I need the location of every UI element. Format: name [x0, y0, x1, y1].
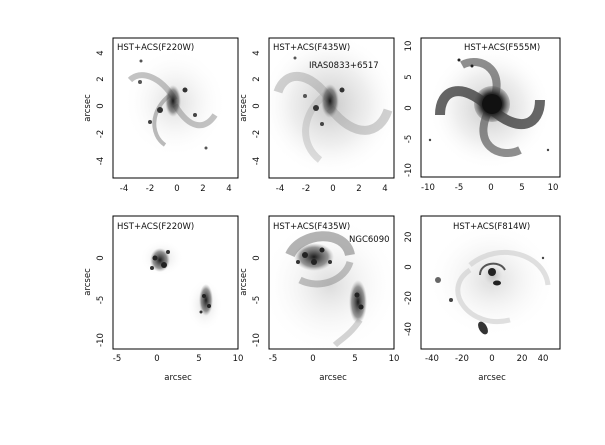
- y-tick-label: -5: [404, 135, 414, 143]
- x-tick-label: 0: [154, 354, 159, 364]
- y-tick-label: -4: [96, 157, 106, 165]
- y-tick-label: 10: [404, 41, 414, 52]
- panel-bottom-left: HST+ACS(F220W) -5 0 5 10 0 -5 -10 arcsec…: [83, 215, 244, 383]
- y-tick-label: 2: [96, 76, 106, 81]
- y-tick-label: -20: [404, 291, 414, 305]
- x-tick-label: -40: [425, 354, 439, 364]
- panel-top-middle: HST+ACS(F435W) IRAS0833+6517 -4 -2 0 2 4…: [239, 37, 395, 194]
- y-tick-label: -40: [404, 322, 414, 336]
- x-tick-labels: -5 0 5 10: [113, 354, 244, 364]
- filter-label: HST+ACS(F435W): [273, 222, 350, 232]
- x-tick-label: 2: [356, 184, 361, 194]
- x-tick-label: -5: [269, 354, 277, 364]
- y-tick-label: -10: [252, 333, 262, 347]
- galaxy-image-f220w-ngc6090: [140, 240, 223, 331]
- filter-label: HST+ACS(F220W): [117, 222, 194, 232]
- panel-frame: [268, 37, 395, 179]
- x-tick-label: 10: [548, 183, 559, 193]
- panel-bottom-middle: HST+ACS(F435W) NGC6090 -5 0 5 10 0 -5 -1…: [239, 215, 400, 383]
- y-axis-label: arcsec: [239, 94, 249, 122]
- y-tick-label: 5: [404, 74, 414, 79]
- galaxy-image-f814w-ngc6090: [427, 222, 557, 338]
- x-tick-label: 5: [519, 183, 524, 193]
- y-tick-label: -5: [252, 296, 262, 304]
- panel-frame: [268, 215, 395, 350]
- y-tick-labels: 4 2 0 -2 -4: [96, 50, 106, 165]
- x-axis-label: arcsec: [478, 373, 506, 383]
- y-tick-label: 0: [96, 255, 106, 260]
- panel-frame: [420, 215, 561, 350]
- y-axis-label: arcsec: [239, 268, 249, 296]
- y-tick-label: 0: [252, 255, 262, 260]
- y-tick-labels: 0 -5 -10: [252, 255, 262, 347]
- x-tick-label: -2: [302, 184, 310, 194]
- panel-top-left: HST+ACS(F220W) -4 -2 0 2 4 4 2 0 -2 -4 a…: [83, 37, 239, 194]
- y-tick-labels: 20 0 -20 -40: [404, 232, 414, 336]
- x-tick-labels: -40 -20 0 20 40: [425, 354, 548, 364]
- y-tick-label: -10: [96, 333, 106, 347]
- filter-label: HST+ACS(F814W): [453, 222, 530, 232]
- x-tick-label: -5: [455, 183, 463, 193]
- y-tick-label: -10: [404, 163, 414, 177]
- y-tick-label: 20: [404, 232, 414, 243]
- x-tick-labels: -4 -2 0 2 4: [276, 184, 388, 194]
- x-tick-label: -5: [113, 354, 121, 364]
- x-tick-label: 10: [233, 354, 244, 364]
- x-tick-label: 0: [330, 184, 335, 194]
- galaxy-image-f555m-iras: [428, 46, 552, 170]
- x-tick-labels: -4 -2 0 2 4: [120, 184, 232, 194]
- filter-label: HST+ACS(F555M): [464, 43, 540, 53]
- x-tick-labels: -5 0 5 10: [269, 354, 400, 364]
- filter-label: HST+ACS(F220W): [117, 43, 194, 53]
- y-tick-label: 4: [96, 50, 106, 55]
- y-tick-labels: 4 2 0 -2 -4: [252, 50, 262, 165]
- galaxy-image-f435w-iras: [269, 38, 394, 177]
- y-tick-label: 0: [96, 103, 106, 108]
- galaxy-image-f435w-ngc6090: [269, 216, 394, 349]
- panel-top-right: HST+ACS(F555M) -10 -5 0 5 10 10 5 0 -5 -…: [404, 37, 561, 193]
- y-tick-labels: 0 -5 -10: [96, 255, 106, 347]
- x-tick-label: 2: [200, 184, 205, 194]
- x-tick-label: 5: [352, 354, 357, 364]
- y-tick-label: 0: [404, 264, 414, 269]
- x-axis-label: arcsec: [319, 373, 347, 383]
- x-tick-label: 0: [310, 354, 315, 364]
- x-tick-label: 20: [517, 354, 528, 364]
- x-axis-label: arcsec: [164, 373, 192, 383]
- x-tick-labels: -10 -5 0 5 10: [421, 183, 558, 193]
- filter-label: HST+ACS(F435W): [273, 43, 350, 53]
- y-tick-labels: 10 5 0 -5 -10: [404, 41, 414, 177]
- x-tick-label: -2: [146, 184, 154, 194]
- panel-frame: [112, 215, 239, 350]
- galaxy-image-f220w-iras: [123, 48, 227, 158]
- panel-frame: [420, 37, 561, 178]
- y-tick-label: -4: [252, 157, 262, 165]
- y-tick-label: 0: [252, 103, 262, 108]
- y-tick-label: 0: [404, 105, 414, 110]
- x-tick-label: 40: [538, 354, 549, 364]
- x-tick-label: 0: [488, 183, 493, 193]
- y-tick-label: -2: [96, 130, 106, 138]
- object-label: IRAS0833+6517: [309, 61, 379, 71]
- y-tick-label: -2: [252, 130, 262, 138]
- x-tick-label: -4: [120, 184, 128, 194]
- x-tick-label: -20: [455, 354, 469, 364]
- y-tick-label: 4: [252, 50, 262, 55]
- x-tick-label: -4: [276, 184, 284, 194]
- x-tick-label: 4: [226, 184, 231, 194]
- y-axis-label: arcsec: [83, 94, 93, 122]
- y-tick-label: -5: [96, 296, 106, 304]
- y-tick-label: 2: [252, 76, 262, 81]
- x-tick-label: 4: [382, 184, 387, 194]
- x-tick-label: 0: [489, 354, 494, 364]
- y-axis-label: arcsec: [83, 268, 93, 296]
- x-tick-label: 0: [174, 184, 179, 194]
- x-tick-label: 5: [196, 354, 201, 364]
- x-tick-label: -10: [421, 183, 435, 193]
- panel-bottom-right: HST+ACS(F814W) -40 -20 0 20 40 20 0 -20 …: [404, 215, 561, 383]
- object-label: NGC6090: [349, 235, 390, 245]
- panel-frame: [112, 37, 239, 179]
- x-tick-label: 10: [389, 354, 400, 364]
